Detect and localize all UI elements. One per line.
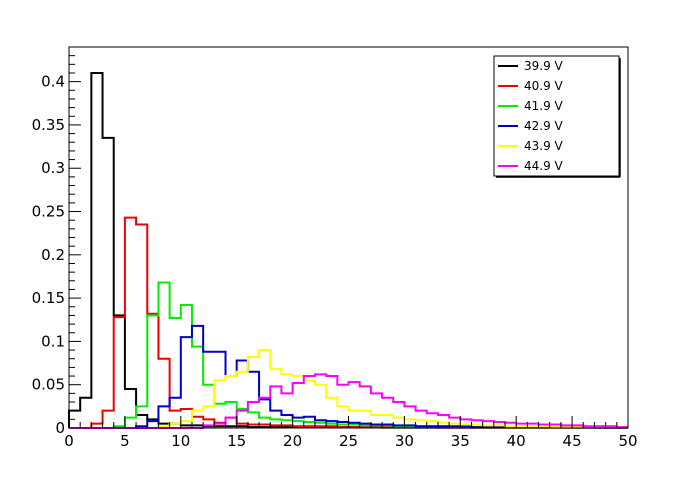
x-tick-label: 0 bbox=[64, 432, 74, 450]
y-tick-label: 0.25 bbox=[32, 203, 65, 221]
legend: 39.9 V 40.9 V 41.9 V 42.9 V 43.9 V 44.9 V bbox=[493, 55, 621, 178]
legend-label-2: 41.9 V bbox=[524, 99, 564, 113]
y-tick-label: 0.05 bbox=[32, 376, 65, 394]
x-tick-label: 40 bbox=[507, 432, 526, 450]
legend-box bbox=[493, 55, 620, 177]
y-tick-label: 0 bbox=[55, 419, 65, 437]
axes-layer: 0 5 10 15 20 25 30 35 40 45 50 0 0.05 0.1 0.15 0.2 0.25 0… bbox=[32, 46, 638, 450]
x-tick-label: 35 bbox=[451, 432, 470, 450]
x-tick-label: 5 bbox=[120, 432, 130, 450]
legend-label-0: 39.9 V bbox=[524, 59, 564, 73]
legend-label-4: 43.9 V bbox=[524, 139, 564, 153]
x-tick-label: 25 bbox=[339, 432, 358, 450]
series-line-3 bbox=[69, 324, 628, 429]
series-line-1 bbox=[69, 216, 628, 429]
y-tick-label: 0.4 bbox=[41, 73, 65, 91]
series-line-5 bbox=[69, 373, 628, 429]
x-tick-label: 30 bbox=[395, 432, 414, 450]
y-tick-label: 0.3 bbox=[41, 159, 65, 177]
x-tick-label: 10 bbox=[171, 432, 190, 450]
x-tick-label: 20 bbox=[283, 432, 302, 450]
y-tick-label: 0.35 bbox=[32, 116, 65, 134]
y-tick-label: 0.2 bbox=[41, 246, 65, 264]
x-tick-label: 45 bbox=[563, 432, 582, 450]
x-tick-label: 15 bbox=[227, 432, 246, 450]
series-line-4 bbox=[69, 349, 628, 429]
legend-label-5: 44.9 V bbox=[524, 159, 564, 173]
x-tick-label: 50 bbox=[618, 432, 637, 450]
y-tick-label: 0.1 bbox=[41, 332, 65, 350]
legend-label-1: 40.9 V bbox=[524, 79, 564, 93]
y-tick-label: 0.15 bbox=[32, 289, 65, 307]
legend-label-3: 42.9 V bbox=[524, 119, 564, 133]
